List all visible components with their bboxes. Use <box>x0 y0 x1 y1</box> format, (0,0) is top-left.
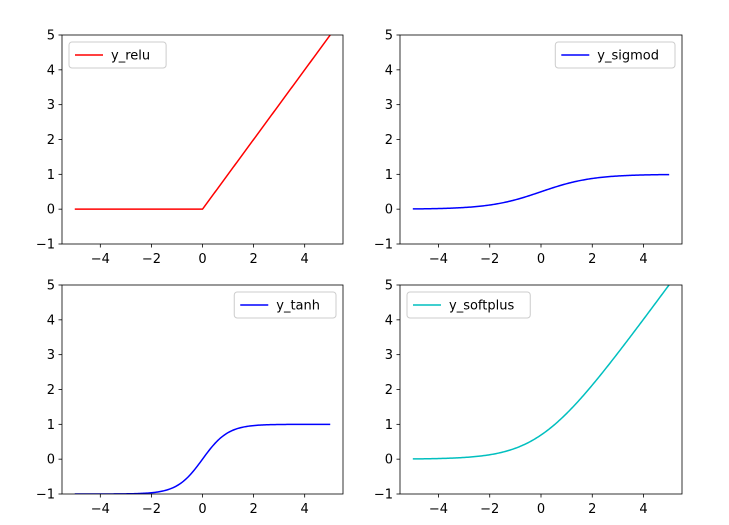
legend: y_sigmod <box>554 41 676 69</box>
x-tick-label: 0 <box>198 502 206 517</box>
x-tick-label: 2 <box>588 502 596 517</box>
legend-box <box>68 41 167 69</box>
y-tick-label: 2 <box>385 133 393 148</box>
x-tick-label: 4 <box>301 252 309 267</box>
x-tick-label: 4 <box>639 502 647 517</box>
x-tick-label: −2 <box>142 252 161 267</box>
y-tick-label: 2 <box>47 383 55 398</box>
x-tick-label: 0 <box>198 252 206 267</box>
x-tick-label: 2 <box>249 502 257 517</box>
subplot-4: −4 −2 0 2 4 −1 0 1 2 3 4 5 y_softplus <box>374 279 683 517</box>
series-line-y_softplus <box>412 285 670 460</box>
legend: y_tanh <box>233 291 337 319</box>
y-tick-label: 3 <box>47 348 55 363</box>
legend-box <box>554 41 676 69</box>
x-tick-label: −4 <box>91 502 110 517</box>
y-tick-label: −1 <box>374 488 393 503</box>
y-tick-label: 3 <box>385 348 393 363</box>
y-tick-label: 3 <box>385 98 393 113</box>
series-line-y_sigmod <box>412 173 670 210</box>
x-tick-label: 0 <box>537 252 545 267</box>
y-tick-label: 0 <box>385 453 393 468</box>
x-tick-label: −4 <box>91 252 110 267</box>
legend: y_softplus <box>406 291 531 319</box>
y-tick-label: 0 <box>47 203 55 218</box>
subplot-1: −4 −2 0 2 4 −1 0 1 2 3 4 5 y_relu <box>36 29 344 267</box>
x-tick-label: 2 <box>588 252 596 267</box>
y-tick-label: 1 <box>47 168 55 183</box>
series-line-y_relu <box>74 35 331 210</box>
subplot-2: −4 −2 0 2 4 −1 0 1 2 3 4 5 y_sigmod <box>374 29 683 267</box>
legend-label: y_tanh <box>276 299 320 314</box>
y-tick-label: 0 <box>385 203 393 218</box>
x-tick-label: −4 <box>429 252 448 267</box>
y-tick-label: 5 <box>385 279 393 294</box>
y-tick-label: 5 <box>385 29 393 44</box>
x-tick-label: −2 <box>480 502 499 517</box>
y-tick-label: 1 <box>47 418 55 433</box>
y-tick-label: 1 <box>385 168 393 183</box>
y-tick-label: 4 <box>47 313 55 328</box>
subplot-3: −4 −2 0 2 4 −1 0 1 2 3 4 5 y_tanh <box>36 279 344 517</box>
x-tick-label: 4 <box>639 252 647 267</box>
x-tick-label: 4 <box>301 502 309 517</box>
x-tick-label: −4 <box>429 502 448 517</box>
y-tick-label: 4 <box>385 63 393 78</box>
y-tick-label: −1 <box>36 488 55 503</box>
y-tick-label: 3 <box>47 98 55 113</box>
x-tick-label: 2 <box>249 252 257 267</box>
legend-label: y_softplus <box>449 299 514 314</box>
y-tick-label: 2 <box>385 383 393 398</box>
x-tick-label: −2 <box>142 502 161 517</box>
y-tick-label: 4 <box>385 313 393 328</box>
y-tick-label: 2 <box>47 133 55 148</box>
y-tick-label: 1 <box>385 418 393 433</box>
y-tick-label: 0 <box>47 453 55 468</box>
legend: y_relu <box>68 41 167 69</box>
y-tick-label: 5 <box>47 279 55 294</box>
y-tick-label: 4 <box>47 63 55 78</box>
legend-box <box>406 291 531 319</box>
y-tick-label: −1 <box>374 238 393 253</box>
x-tick-label: 0 <box>537 502 545 517</box>
x-tick-label: −2 <box>480 252 499 267</box>
y-tick-label: −1 <box>36 238 55 253</box>
y-tick-label: 5 <box>47 29 55 44</box>
legend-label: y_sigmod <box>597 49 659 64</box>
legend-box <box>233 291 337 319</box>
legend-label: y_relu <box>111 49 150 64</box>
